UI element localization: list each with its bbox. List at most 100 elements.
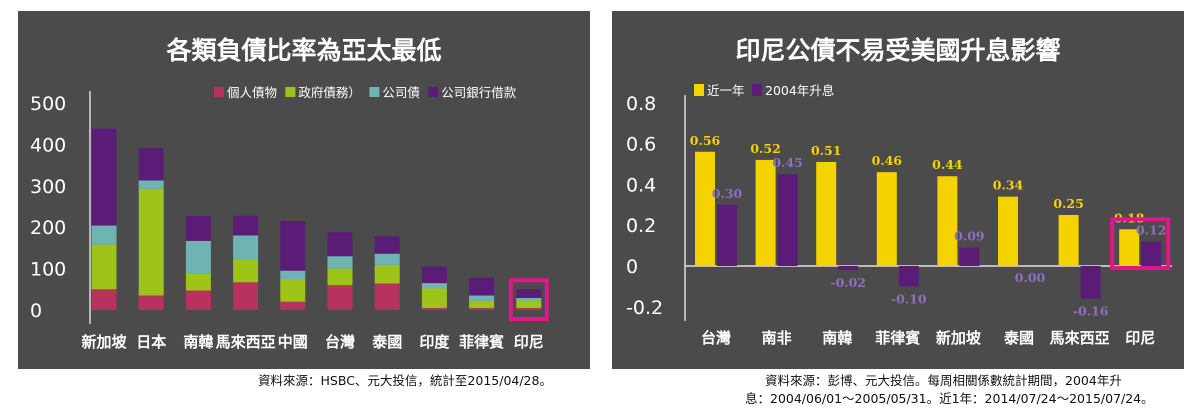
bar-recent-year [1119, 229, 1140, 266]
legend-swatch [694, 84, 704, 96]
bar-recent-year [1058, 215, 1079, 266]
bar-segment [327, 285, 353, 310]
bar-recent-year [755, 159, 776, 266]
legend-swatch [285, 87, 296, 97]
bar-2004 [898, 266, 919, 287]
x-category-label: 新加坡 [81, 333, 126, 351]
bar-segment [91, 128, 117, 226]
bar-2004 [1141, 241, 1162, 266]
right-source-note-line2: 息：2004/06/01～2005/05/31。近1年：2014/07/24～2… [745, 391, 1154, 406]
x-category-label: 印尼 [514, 333, 544, 351]
x-category-label: 菲律賓 [459, 333, 504, 351]
data-label-2004: 0.30 [712, 186, 743, 201]
left-source-note: 資料來源：HSBC、元大投信，統計至2015/04/28。 [258, 373, 552, 388]
bar-segment [185, 240, 211, 274]
bar-segment [280, 220, 306, 271]
bar-segment [327, 268, 353, 286]
bar-segment [138, 148, 164, 181]
bar-segment [233, 215, 259, 236]
bar-segment [91, 225, 117, 245]
bar-segment [469, 277, 495, 296]
bar-segment [138, 188, 164, 296]
bar-segment [516, 289, 542, 298]
x-category-label: 南韓 [183, 333, 213, 351]
highlight-box [1110, 217, 1171, 270]
y-tick-label: 300 [30, 176, 66, 198]
bar-segment [374, 264, 400, 284]
bar-segment [374, 283, 400, 310]
legend-label: 個人債物 [227, 85, 277, 100]
x-category-label: 新加坡 [936, 329, 981, 347]
legend-label: 2004年升息 [765, 83, 834, 98]
bar-2004 [838, 266, 859, 271]
data-label-2004: 0.45 [772, 155, 802, 170]
x-category-label: 印度 [419, 333, 450, 351]
bar-segment [138, 180, 164, 189]
x-category-label: 南韓 [822, 329, 852, 347]
legend-label: 近一年 [707, 83, 745, 98]
chart-title: 印尼公債不易受美國升息影響 [735, 36, 1060, 65]
bar-segment [421, 266, 447, 284]
bar-segment [233, 235, 259, 260]
bar-segment [516, 297, 542, 301]
bar-recent-year [998, 196, 1018, 266]
data-label-2004: 0.09 [954, 229, 984, 244]
x-category-label: 馬來西亞 [216, 333, 276, 351]
bar-2004 [777, 174, 798, 266]
bar-segment [327, 232, 353, 257]
data-label-recent: 0.46 [872, 153, 903, 168]
bar-segment [374, 253, 400, 265]
stacked-bar-chart: 各類負債比率為亞太最低 0 100 200 300 400 500 個人債物 政府債務） 公司債 公… [30, 36, 549, 351]
chart-title: 各類負債比率為亞太最低 [165, 36, 441, 65]
legend-swatch [214, 87, 224, 97]
y-tick-label: 0 [626, 256, 638, 278]
legend-label: 公司債 [382, 85, 420, 100]
bar-segment [469, 295, 495, 301]
x-category-label: 台灣 [325, 333, 355, 351]
x-category-label: 菲律賓 [875, 329, 920, 347]
correlation-bar-chart: 印尼公債不易受美國升息影響 0.8 0.6 0.4 0.2 0 -0.2 近一年 2004年升息… [626, 36, 1172, 347]
bar-segment [185, 216, 211, 241]
bar-2004 [959, 247, 980, 266]
bar-segment [374, 236, 400, 254]
bar-segment [91, 289, 117, 310]
data-label-2004: 0.12 [1136, 223, 1166, 238]
bar-segment [327, 256, 353, 269]
y-tick-label: -0.2 [626, 297, 663, 319]
x-category-label: 馬來西亞 [1050, 329, 1110, 347]
data-label-2004: -0.16 [1073, 304, 1109, 319]
bar-segment [280, 270, 306, 279]
bar-segment [516, 300, 542, 308]
bar-2004 [1080, 266, 1101, 299]
data-label-2004: 0.00 [1015, 270, 1046, 285]
x-category-label: 泰國 [1003, 329, 1034, 347]
bar-recent-year [937, 176, 958, 266]
x-category-label: 日本 [136, 333, 166, 351]
bar-2004 [717, 204, 737, 266]
bar-segment [91, 244, 117, 290]
data-label-recent: 0.44 [932, 157, 963, 172]
y-tick-label: 200 [30, 217, 66, 239]
y-tick-label: 0.8 [626, 93, 656, 115]
bar-segment [280, 278, 306, 302]
bar-segment [469, 300, 495, 308]
bar-segment [421, 307, 447, 310]
bar-segment [280, 301, 306, 310]
right-source-note-line1: 資料來源：彭博、元大投信。每周相關係數統計期間，2004年升 [765, 373, 1122, 388]
x-category-label: 印尼 [1125, 329, 1155, 347]
right-chart-panel: 印尼公債不易受美國升息影響 0.8 0.6 0.4 0.2 0 -0.2 近一年 2004年升息… [612, 11, 1184, 369]
y-tick-label: 0.2 [626, 215, 656, 237]
x-category-label: 泰國 [371, 333, 402, 351]
x-category-label: 中國 [278, 333, 308, 351]
data-label-recent: 0.51 [811, 143, 841, 158]
bar-segment [233, 259, 259, 283]
bar-segment [185, 290, 211, 310]
data-label-recent: 0.34 [993, 178, 1024, 193]
bar-segment [185, 273, 211, 291]
bar-segment [421, 283, 447, 289]
y-tick-label: 400 [30, 134, 66, 156]
bar-segment [469, 307, 495, 310]
data-label-recent: 0.52 [750, 141, 780, 156]
bar-segment [233, 282, 259, 310]
bar-recent-year [816, 161, 837, 266]
